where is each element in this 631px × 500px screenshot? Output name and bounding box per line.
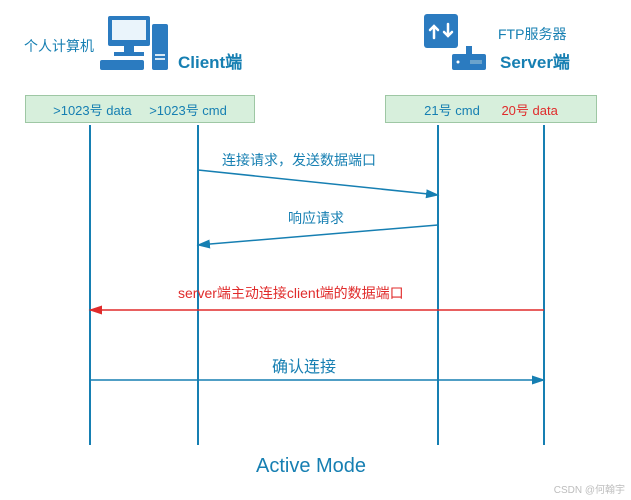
- msg-response: 响应请求: [288, 208, 344, 228]
- watermark: CSDN @何翰宇: [554, 481, 625, 496]
- msg-confirm: 确认连接: [272, 353, 336, 377]
- msg-connect-request: 连接请求，发送数据端口: [222, 150, 376, 170]
- arrow-confirm: [0, 0, 631, 500]
- msg-server-connect: server端主动连接client端的数据端口: [178, 283, 404, 303]
- diagram-title: Active Mode: [256, 455, 366, 478]
